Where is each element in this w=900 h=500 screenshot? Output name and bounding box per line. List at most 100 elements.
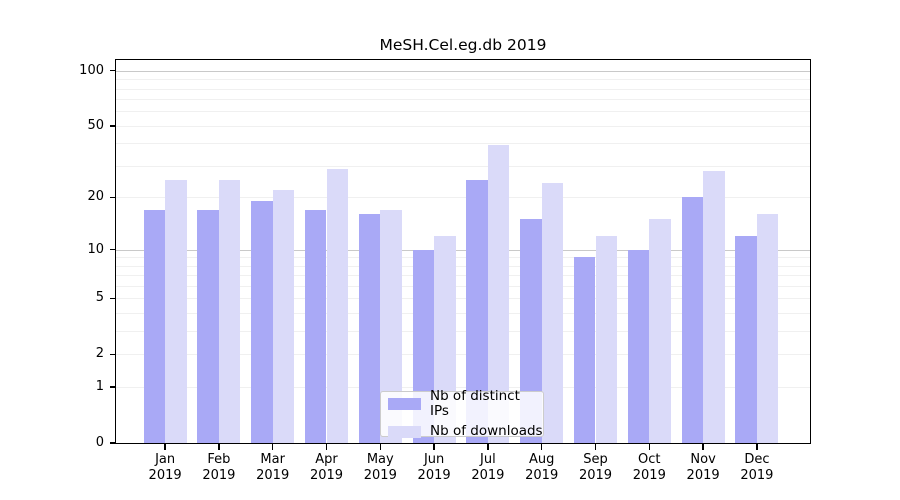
gridline-minor bbox=[116, 354, 810, 356]
y-axis-tick-label: 20 bbox=[87, 189, 104, 205]
bar-dec-distinct-ips bbox=[735, 236, 757, 443]
x-axis-tick bbox=[702, 444, 704, 450]
x-label-year: 2019 bbox=[686, 468, 720, 483]
x-axis-tick bbox=[594, 444, 597, 450]
x-label-year: 2019 bbox=[202, 468, 236, 483]
y-axis-tick-label: 100 bbox=[79, 62, 104, 78]
x-axis-tick bbox=[271, 444, 274, 450]
gridline-minor bbox=[116, 125, 810, 127]
bar-mar-distinct-ips bbox=[251, 201, 273, 443]
gridline-minor bbox=[116, 265, 810, 267]
bar-jan-downloads bbox=[165, 180, 187, 443]
x-label-year: 2019 bbox=[525, 468, 559, 483]
gridline-minor bbox=[116, 143, 810, 145]
x-axis-tick bbox=[433, 444, 435, 450]
y-axis-tick-label: 2 bbox=[95, 346, 104, 362]
x-axis-tick bbox=[379, 444, 382, 450]
x-label-year: 2019 bbox=[740, 468, 774, 483]
bar-apr-downloads bbox=[326, 168, 349, 443]
x-label-month: Apr bbox=[315, 452, 338, 467]
gridline-minor bbox=[116, 257, 810, 259]
y-axis-tick-label: 5 bbox=[95, 290, 104, 306]
y-axis-tick bbox=[110, 386, 116, 388]
x-label-month: Feb bbox=[207, 452, 231, 467]
y-axis-tick-label: 10 bbox=[87, 241, 104, 257]
bar-mar-downloads bbox=[272, 190, 295, 443]
x-label-month: Dec bbox=[744, 452, 770, 467]
x-axis-tick bbox=[648, 444, 651, 450]
x-axis-tick-label: Dec 2019 bbox=[725, 452, 789, 484]
x-axis-tick-label: Aug 2019 bbox=[510, 452, 574, 484]
gridline-minor bbox=[116, 111, 810, 113]
gridline-minor bbox=[116, 387, 810, 389]
bar-jul-downloads bbox=[487, 145, 510, 443]
legend-swatch-distinct-ips bbox=[388, 398, 421, 410]
x-axis-tick bbox=[218, 444, 220, 450]
plot-area bbox=[116, 60, 810, 443]
bar-nov-distinct-ips bbox=[681, 197, 704, 443]
x-axis-tick-label: Nov 2019 bbox=[671, 452, 735, 484]
x-axis-tick bbox=[164, 444, 166, 450]
bar-feb-downloads bbox=[218, 180, 241, 443]
x-axis-tick-label: Oct 2019 bbox=[617, 452, 681, 484]
gridline-minor bbox=[116, 275, 810, 277]
x-label-month: May bbox=[366, 452, 394, 467]
legend-label-distinct-ips: Nb of distinct IPs bbox=[429, 388, 520, 419]
legend-label-downloads: Nb of downloads bbox=[430, 423, 543, 439]
gridline-minor bbox=[116, 286, 810, 288]
x-axis-tick-label: Feb 2019 bbox=[187, 452, 251, 484]
gridline-minor bbox=[116, 79, 810, 81]
x-label-year: 2019 bbox=[256, 468, 290, 483]
legend: Nb of distinct IPs Nb of downloads bbox=[380, 389, 544, 439]
x-label-month: Aug bbox=[528, 452, 555, 467]
x-axis-tick-label: Sep 2019 bbox=[564, 452, 628, 484]
chart-title: MeSH.Cel.eg.db 2019 bbox=[379, 36, 547, 54]
x-axis-tick bbox=[325, 444, 328, 450]
x-axis-tick-label: Jul 2019 bbox=[456, 452, 520, 484]
gridline-minor bbox=[116, 298, 810, 300]
y-axis-tick bbox=[110, 196, 116, 199]
gridline-minor bbox=[116, 88, 810, 90]
y-axis-tick-label: 1 bbox=[95, 379, 104, 395]
x-label-year: 2019 bbox=[309, 468, 344, 483]
legend-entry-distinct-ips: Nb of distinct IPs bbox=[388, 389, 543, 419]
x-axis-tick-label: Jan 2019 bbox=[133, 452, 197, 484]
gridline-minor bbox=[116, 313, 810, 315]
x-label-month: Nov bbox=[690, 452, 716, 467]
bar-aug-distinct-ips bbox=[520, 219, 542, 443]
bar-may-distinct-ips bbox=[358, 214, 381, 443]
x-label-month: Mar bbox=[260, 452, 285, 467]
bar-jan-distinct-ips bbox=[143, 209, 166, 443]
x-label-year: 2019 bbox=[417, 468, 451, 483]
bar-sep-distinct-ips bbox=[573, 257, 596, 443]
x-label-month: Oct bbox=[638, 452, 661, 467]
gridline-major bbox=[116, 249, 810, 251]
x-axis-tick bbox=[487, 444, 489, 450]
bar-apr-distinct-ips bbox=[304, 209, 327, 443]
bar-jul-distinct-ips bbox=[466, 180, 488, 443]
x-axis-tick-label: May 2019 bbox=[348, 452, 412, 484]
x-axis-tick-label: Apr 2019 bbox=[295, 452, 359, 484]
x-label-month: Jul bbox=[480, 452, 496, 467]
y-axis-tick bbox=[110, 297, 116, 300]
bar-sep-downloads bbox=[595, 236, 618, 443]
bar-dec-downloads bbox=[756, 214, 779, 443]
x-label-year: 2019 bbox=[632, 468, 666, 483]
gridline-major bbox=[116, 70, 810, 72]
bar-oct-downloads bbox=[649, 219, 671, 443]
x-label-year: 2019 bbox=[578, 468, 613, 483]
gridline-minor bbox=[116, 165, 810, 167]
x-label-year: 2019 bbox=[148, 468, 182, 483]
legend-swatch-downloads bbox=[388, 425, 421, 438]
bar-aug-downloads bbox=[541, 183, 564, 443]
x-axis-tick-label: Mar 2019 bbox=[241, 452, 305, 484]
gridline-minor bbox=[116, 331, 810, 333]
gridline-minor bbox=[116, 197, 810, 199]
x-axis-tick bbox=[756, 444, 758, 450]
bar-oct-distinct-ips bbox=[627, 249, 650, 443]
bar-may-downloads bbox=[380, 209, 402, 443]
y-axis-tick-label: 0 bbox=[95, 435, 104, 450]
y-axis-tick bbox=[110, 353, 116, 356]
y-axis-tick-label: 50 bbox=[87, 117, 104, 133]
